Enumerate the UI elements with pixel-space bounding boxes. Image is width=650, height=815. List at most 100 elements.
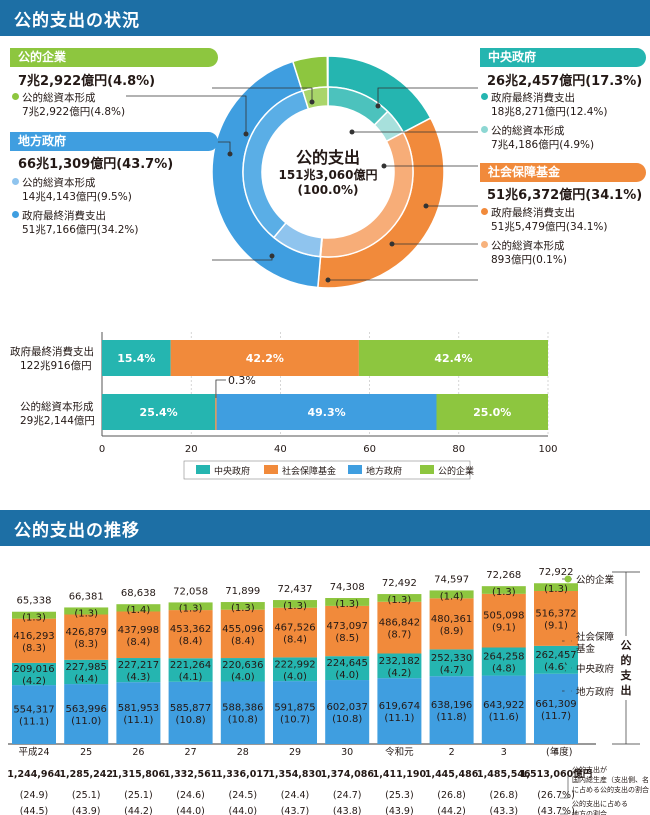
stack-value-label: 602,037 <box>327 702 368 713</box>
legend-swatch <box>264 465 278 474</box>
stack-share-label: (10.7) <box>280 715 310 726</box>
bullet-icon <box>12 93 19 100</box>
stack-share-label: (4.0) <box>231 672 255 683</box>
legend-label: 社会保障 <box>576 631 615 643</box>
stack-value-label: 66,381 <box>69 591 104 602</box>
category-label: 令和元 <box>385 746 414 758</box>
stack-segment-地方政府 <box>168 681 213 744</box>
legend-dot <box>564 664 572 672</box>
leader-line-local-capital <box>212 141 231 154</box>
hbar-row2-label1: 公的総資本形成 <box>20 401 94 413</box>
note1-leader <box>560 774 569 799</box>
leader-dot <box>423 203 429 209</box>
stack-share-label: (10.8) <box>176 715 206 726</box>
stack-share-label: (8.5) <box>335 633 359 644</box>
stack-value-label: 467,526 <box>274 623 315 634</box>
bullet-icon <box>481 93 488 100</box>
stack-share-label: (1.3) <box>22 613 46 624</box>
side-label-char: 出 <box>621 683 632 697</box>
leader-dot <box>349 129 355 135</box>
stack-share-label: (11.7) <box>541 711 571 722</box>
bullet-icon <box>12 178 19 185</box>
gdp-ratio-label: (24.4) <box>281 790 310 801</box>
donut-center-value: 151兆3,060億円 <box>278 168 378 182</box>
stack-value-label: 480,361 <box>431 614 472 625</box>
hbar-data-label: 42.4% <box>434 352 472 365</box>
leader-dot <box>243 131 249 137</box>
trend-stacked-chart: 554,317(11.1)209,016(4.2)416,293(8.3)65,… <box>7 567 650 815</box>
total-label: 1,445,486 <box>425 769 479 780</box>
gdp-ratio-label: (24.5) <box>229 790 258 801</box>
hbar-segment-1-3 <box>436 394 548 430</box>
central-item1-label: 政府最終消費支出 <box>481 90 575 105</box>
hbar-legend-frame <box>183 460 471 480</box>
stack-segment-公的企業 <box>377 594 422 602</box>
hbar-tick-label: 60 <box>363 444 376 455</box>
stack-share-label: (9.1) <box>492 623 516 634</box>
legend-label: 基金 <box>576 643 596 655</box>
stack-segment-社会保障基金 <box>273 607 317 658</box>
total-label: 1,354,830 <box>268 769 322 780</box>
legend-swatch <box>196 465 210 474</box>
category-label: 27 <box>185 747 197 758</box>
stack-value-label: 585,877 <box>170 703 211 714</box>
stack-segment-地方政府 <box>534 673 578 744</box>
gdp-ratio-label: (25.1) <box>72 790 101 801</box>
stack-segment-地方政府 <box>12 685 56 744</box>
stack-value-label: 252,330 <box>431 653 472 664</box>
stack-segment-中央政府 <box>325 656 370 681</box>
stack-value-label: 227,217 <box>118 660 159 671</box>
stack-segment-中央政府 <box>168 658 213 682</box>
local-item2-value: 51兆7,166億円(34.2%) <box>22 224 139 236</box>
stack-segment-中央政府 <box>273 657 317 682</box>
local-share-label: (43.7%) <box>537 806 575 815</box>
stack-value-label: 588,386 <box>222 703 263 714</box>
badge-social-security: 社会保障基金 <box>480 163 646 182</box>
hbar-tick-label: 80 <box>452 444 465 455</box>
stack-value-label: 554,317 <box>13 705 54 716</box>
donut-chart <box>126 55 478 289</box>
item-label: 公的総資本形成 <box>491 125 565 137</box>
donut-center-title: 公的支出 <box>295 148 360 167</box>
item-label: 公的総資本形成 <box>22 177 96 189</box>
hbar-row2-label2: 29兆2,144億円 <box>20 415 95 427</box>
local-share-label: (44.2) <box>437 806 466 815</box>
legend-dot <box>564 687 572 695</box>
stack-segment-社会保障基金 <box>64 614 109 660</box>
item-label: 政府最終消費支出 <box>491 92 575 104</box>
gdp-ratio-label: (25.3) <box>385 790 414 801</box>
stack-share-label: (8.4) <box>231 636 255 647</box>
legend-label: 公的企業 <box>438 465 474 477</box>
hbar-row1-label2: 122兆916億円 <box>20 360 92 372</box>
legend-label: 中央政府 <box>214 465 250 477</box>
leader-dot <box>269 253 275 259</box>
total-label: 1,485,546 <box>477 769 531 780</box>
section-title: 公的支出の推移 <box>14 521 140 541</box>
total-label: 1,315,806 <box>112 769 166 780</box>
stack-segment-社会保障基金 <box>534 590 578 646</box>
stack-segment-公的企業 <box>325 598 370 606</box>
stack-value-label: 72,492 <box>382 578 417 589</box>
stack-value-label: 220,636 <box>222 660 263 671</box>
side-label-char: 的 <box>621 653 632 667</box>
donut-center-pct: (100.0%) <box>297 183 359 197</box>
stack-value-label: 72,922 <box>539 567 574 578</box>
stack-segment-地方政府 <box>325 680 370 744</box>
stack-share-label: (4.0) <box>335 670 359 681</box>
stack-segment-社会保障基金 <box>377 601 422 654</box>
note1-text: 公的支出が <box>572 765 607 774</box>
stack-value-label: 505,098 <box>483 611 524 622</box>
item-label: 公的総資本形成 <box>22 92 96 104</box>
hbar-data-label: 42.2% <box>246 352 284 365</box>
stack-share-label: (11.8) <box>437 712 467 723</box>
stack-share-label: (1.3) <box>74 608 98 619</box>
hbar-segment-0-3 <box>358 340 548 376</box>
stack-share-label: (1.3) <box>388 595 412 606</box>
stack-segment-公的企業 <box>220 602 265 610</box>
hbar-callout-line <box>215 379 226 398</box>
leader-dot <box>325 277 331 283</box>
section-header-status: 公的支出の状況 <box>0 0 650 36</box>
stack-value-label: 209,016 <box>13 664 54 675</box>
stack-share-label: (4.2) <box>388 668 412 679</box>
category-label: 30 <box>341 747 353 758</box>
